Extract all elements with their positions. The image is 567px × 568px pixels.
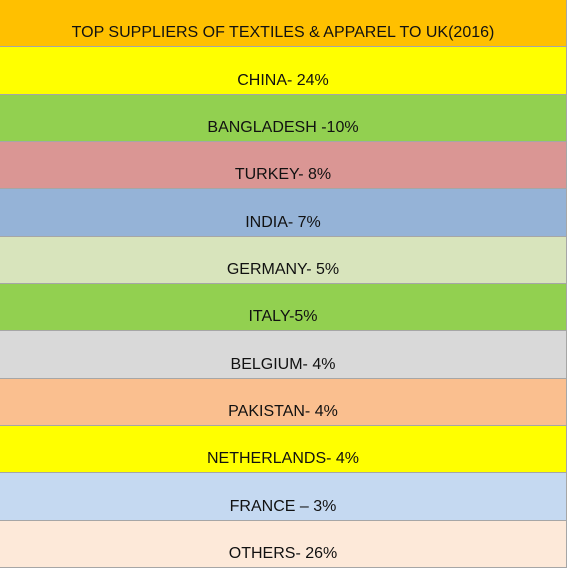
table-title: TOP SUPPLIERS OF TEXTILES & APPAREL TO U… xyxy=(71,24,495,42)
table-row: BANGLADESH -10% xyxy=(0,94,566,142)
row-text: CHINA- 24% xyxy=(237,71,329,89)
row-text: NETHERLANDS- 4% xyxy=(206,450,360,468)
table-row: ITALY-5% xyxy=(0,283,566,332)
row-text: GERMANY- 5% xyxy=(226,260,340,278)
table-row: TURKEY- 8% xyxy=(0,141,566,190)
row-text: ITALY-5% xyxy=(248,308,318,326)
title-row: TOP SUPPLIERS OF TEXTILES & APPAREL TO U… xyxy=(0,0,566,48)
row-text: OTHERS- 26% xyxy=(228,544,338,562)
row-text: PAKISTAN- 4% xyxy=(228,402,338,420)
row-text: FRANCE – 3% xyxy=(229,497,337,515)
row-text: BANGLADESH -10% xyxy=(207,118,359,136)
row-text: BELGIUM- 4% xyxy=(230,355,336,373)
table-row: OTHERS- 26% xyxy=(0,520,566,568)
row-text: INDIA- 7% xyxy=(245,213,321,231)
table-row: CHINA- 24% xyxy=(0,47,566,95)
table-row: NETHERLANDS- 4% xyxy=(0,425,566,474)
table-row: INDIA- 7% xyxy=(0,189,566,237)
table-row: FRANCE – 3% xyxy=(0,473,566,521)
table-row: GERMANY- 5% xyxy=(0,236,566,284)
row-text: TURKEY- 8% xyxy=(234,166,332,184)
table-row: BELGIUM- 4% xyxy=(0,331,566,379)
table-row: PAKISTAN- 4% xyxy=(0,378,566,426)
